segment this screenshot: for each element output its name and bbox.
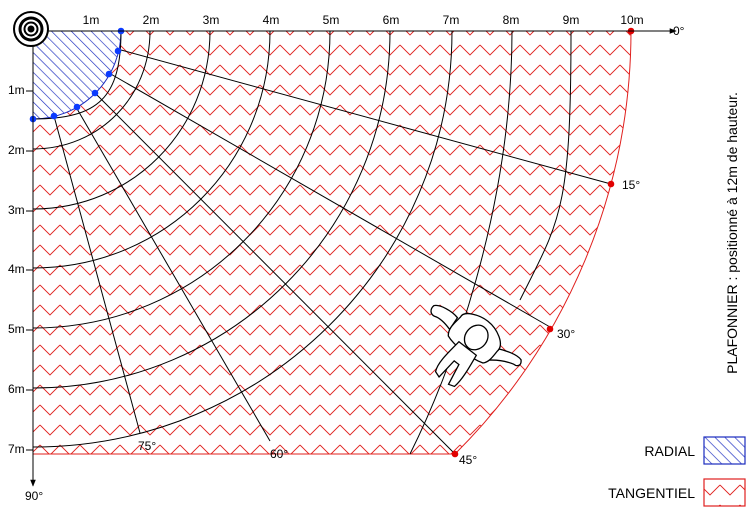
angle-ray xyxy=(108,72,551,328)
x-axis-label: 2m xyxy=(143,13,160,27)
y-axis-labels: 1m 2m 3m 4m 5m 6m 7m xyxy=(8,83,33,456)
ceiling-sensor-icon xyxy=(13,11,49,47)
legend-radial-label: RADIAL xyxy=(644,443,695,459)
tangential-boundary-dot xyxy=(451,450,459,458)
y-axis-label: 3m xyxy=(8,203,25,217)
angle-ray xyxy=(93,91,456,455)
angle-label: 15° xyxy=(622,178,640,192)
y-axis-label: 4m xyxy=(8,262,25,276)
radial-boundary-dot xyxy=(114,47,122,55)
radial-boundary-dot xyxy=(50,112,58,120)
walking-person-icon xyxy=(430,304,522,388)
angle-label: 30° xyxy=(557,327,575,341)
angle-rays xyxy=(53,49,612,455)
angle-label: 45° xyxy=(459,453,477,467)
distance-arc xyxy=(409,30,513,455)
x-axis-label: 10m xyxy=(620,13,643,27)
x-axis-label: 9m xyxy=(563,13,580,27)
radial-boundary-dot xyxy=(105,70,113,78)
legend-tangential-swatch xyxy=(703,478,746,507)
tangential-boundary-dot xyxy=(607,180,615,188)
radial-boundary-dot xyxy=(91,89,99,97)
x-axis-label: 1m xyxy=(83,13,100,27)
y-axis-label: 2m xyxy=(8,143,25,157)
y-axis-label: 1m xyxy=(8,83,25,97)
legend: RADIAL TANGENTIEL xyxy=(608,436,746,507)
x-axis-label: 7m xyxy=(443,13,460,27)
y-axis-label: 7m xyxy=(8,442,25,456)
boundary-dots xyxy=(29,27,635,458)
angle-labels: 0° 15° 30° 45° 60° 75° 90° xyxy=(25,24,685,503)
x-axis-label: 3m xyxy=(203,13,220,27)
legend-radial-swatch xyxy=(703,436,746,465)
y-axis-label: 6m xyxy=(8,382,25,396)
x-axis-label: 4m xyxy=(263,13,280,27)
x-axis-label: 6m xyxy=(383,13,400,27)
x-axis-labels: 1m 2m 3m 4m 5m 6m 7m 8m 9m 10m xyxy=(83,13,644,27)
angle-ray xyxy=(75,106,271,442)
angle-label: 60° xyxy=(270,447,288,461)
angle-label: 75° xyxy=(138,439,156,453)
tangential-zone xyxy=(32,30,632,455)
angle-ray xyxy=(120,49,612,185)
radial-boundary-dot xyxy=(73,103,81,111)
x-axis-label: 5m xyxy=(323,13,340,27)
legend-tangential-label: TANGENTIEL xyxy=(608,485,695,501)
angle-label: 90° xyxy=(25,489,43,503)
tangential-zone-main xyxy=(32,30,632,455)
tangential-boundary-dot xyxy=(546,325,554,333)
distance-arc xyxy=(32,30,453,448)
x-axis-label: 8m xyxy=(503,13,520,27)
caption: PLAFONNIER : positionné à 12m de hauteur… xyxy=(724,92,740,374)
y-axis-label: 5m xyxy=(8,322,25,336)
distance-arc xyxy=(519,30,572,301)
angle-ray xyxy=(53,115,141,434)
angle-label: 0° xyxy=(673,24,685,38)
